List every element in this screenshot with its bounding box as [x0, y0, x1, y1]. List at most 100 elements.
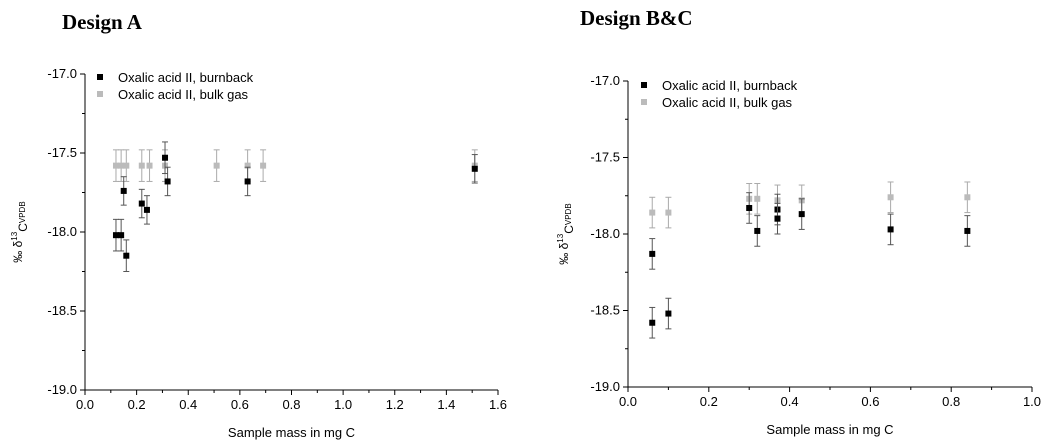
legend-label: Oxalic acid II, burnback [118, 70, 254, 85]
data-point [118, 218, 125, 252]
data-point [123, 149, 130, 182]
data-point [138, 149, 145, 182]
data-point [754, 215, 761, 247]
legend-marker [97, 91, 103, 97]
y-tick-label: -17.0 [47, 66, 77, 81]
y-tick-label: -18.5 [47, 303, 77, 318]
x-tick-label: 1.0 [334, 397, 352, 412]
chart-panel-0: 0.0 0.2 0.4 0.6 0.8 1.0 1.2 1.4 1.6 -17.0 -17.5 -18… [10, 66, 507, 440]
data-marker [143, 206, 150, 213]
x-tick-label: 1.0 [1023, 394, 1041, 409]
data-marker [887, 194, 894, 201]
data-marker [138, 162, 145, 169]
data-marker [746, 204, 753, 211]
series-0 [112, 141, 478, 272]
chart-panel-1: 0.0 0.2 0.4 0.6 0.8 1.0 -17.0 -17.5 -18.0 -18.5 -1… [556, 73, 1041, 437]
x-tick-label: 0.6 [861, 394, 879, 409]
data-marker [798, 211, 805, 218]
legend-label: Oxalic acid II, burnback [662, 78, 798, 93]
data-point [649, 238, 656, 270]
x-tick-label: 0.6 [231, 397, 249, 412]
x-axis-label: Sample mass in mg C [766, 422, 893, 437]
data-marker [754, 195, 761, 202]
x-tick-label: 0.4 [781, 394, 799, 409]
data-marker [665, 310, 672, 317]
x-tick-label: 0.2 [128, 397, 146, 412]
data-marker [774, 215, 781, 222]
data-point [120, 176, 127, 206]
data-marker [964, 194, 971, 201]
y-tick-label: -19.0 [590, 379, 620, 394]
data-point [665, 297, 672, 330]
x-axis-label: Sample mass in mg C [228, 425, 355, 440]
data-point [112, 149, 119, 182]
data-point [260, 149, 267, 182]
data-point [649, 306, 656, 339]
data-point [665, 196, 672, 229]
x-tick-label: 0.4 [179, 397, 197, 412]
data-point [754, 183, 761, 215]
data-point [138, 188, 145, 219]
series-0 [649, 192, 971, 339]
data-point [649, 196, 656, 229]
y-tick-label: -19.0 [47, 382, 77, 397]
data-point [964, 181, 971, 214]
y-tick-label: -17.0 [590, 73, 620, 88]
data-marker [138, 200, 145, 207]
series-1 [649, 181, 971, 229]
legend-marker [641, 82, 647, 88]
data-marker [649, 209, 656, 216]
data-point [213, 149, 220, 182]
data-marker [754, 227, 761, 234]
data-point [143, 195, 150, 225]
data-marker [123, 162, 130, 169]
chart-title-design-a: Design A [62, 10, 142, 34]
data-marker [887, 226, 894, 233]
x-tick-label: 0.2 [700, 394, 718, 409]
x-tick-label: 0.8 [282, 397, 300, 412]
y-tick-label: -18.0 [47, 224, 77, 239]
data-marker [162, 154, 169, 161]
x-tick-label: 0.0 [619, 394, 637, 409]
y-tick-label: -18.5 [590, 303, 620, 318]
legend-label: Oxalic acid II, bulk gas [118, 87, 249, 102]
data-marker [665, 209, 672, 216]
x-tick-label: 1.6 [489, 397, 507, 412]
data-point [164, 166, 171, 197]
data-marker [649, 319, 656, 326]
y-tick-label: -17.5 [590, 150, 620, 165]
data-marker [112, 162, 119, 169]
chart-title-design-bc: Design B&C [580, 6, 693, 30]
data-marker [213, 162, 220, 169]
data-marker [471, 165, 478, 172]
data-point [471, 154, 478, 184]
data-point [964, 215, 971, 247]
data-marker [164, 178, 171, 185]
data-marker [649, 250, 656, 257]
x-tick-label: 1.2 [386, 397, 404, 412]
data-marker [244, 162, 251, 169]
data-point [162, 141, 169, 175]
legend-marker [97, 74, 103, 80]
data-marker [118, 232, 125, 239]
data-marker [118, 162, 125, 169]
data-marker [112, 232, 119, 239]
data-marker [146, 162, 153, 169]
data-marker [964, 227, 971, 234]
data-point [887, 181, 894, 214]
data-point [774, 202, 781, 235]
legend-marker [641, 99, 647, 105]
data-marker [123, 252, 130, 259]
data-marker [244, 178, 251, 185]
data-point [887, 213, 894, 246]
data-point [112, 218, 119, 252]
y-tick-label: -17.5 [47, 145, 77, 160]
y-axis-label: ‰ δ13CVPDB [556, 203, 576, 264]
x-tick-label: 0.0 [76, 397, 94, 412]
x-tick-label: 0.8 [942, 394, 960, 409]
data-marker [120, 187, 127, 194]
x-tick-label: 1.4 [437, 397, 455, 412]
legend-label: Oxalic acid II, bulk gas [662, 95, 793, 110]
data-point [123, 239, 130, 272]
